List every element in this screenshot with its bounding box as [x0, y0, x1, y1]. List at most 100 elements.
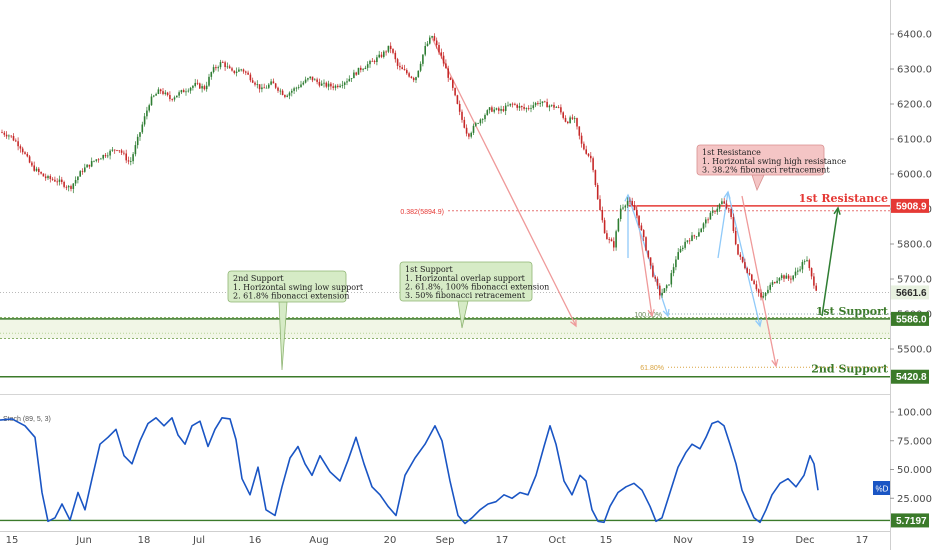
time-tick-label: Jun	[75, 535, 92, 546]
time-tick-label: Jul	[192, 535, 205, 546]
candle-body	[173, 97, 176, 100]
candle-body	[481, 119, 484, 120]
candle-body	[77, 176, 79, 181]
time-tick-label: Aug	[309, 535, 329, 546]
resistance-price-badge-text: 5908.9	[896, 201, 927, 212]
candle-body	[544, 101, 546, 103]
candle-body	[295, 87, 298, 89]
price-tick-label: 6200.0	[897, 100, 932, 111]
candle-body	[716, 208, 719, 212]
candle-body	[84, 167, 86, 172]
resistance-note-line: 1. Horizontal swing high resistance	[702, 157, 846, 166]
candle-body	[808, 260, 811, 269]
stoch-tick-label: 100.0000	[897, 408, 932, 419]
candle-body	[268, 84, 270, 88]
candle-body	[778, 278, 781, 281]
candle-body	[454, 87, 456, 96]
candle-body	[615, 231, 617, 248]
candle-body	[178, 92, 180, 96]
candle-body	[672, 267, 675, 274]
candle-body	[475, 123, 477, 126]
candle-body	[762, 296, 765, 298]
candle-body	[578, 126, 581, 136]
candle-body	[608, 239, 610, 240]
candle-body	[438, 45, 440, 53]
candle-body	[134, 145, 137, 155]
candle-body	[442, 55, 445, 64]
time-tick-label: 20	[384, 535, 397, 546]
candle-body	[785, 275, 788, 279]
candle-body	[258, 84, 261, 90]
candle-body	[601, 210, 604, 221]
support-1-label: 1st Support	[816, 305, 889, 318]
candle-body	[86, 164, 88, 168]
price-tick-label: 5800.0	[897, 240, 932, 251]
stoch-panel[interactable]	[0, 396, 890, 530]
candle-body	[640, 225, 643, 231]
candle-body	[224, 62, 226, 68]
candle-body	[17, 141, 19, 147]
candle-body	[564, 117, 567, 122]
candle-body	[504, 105, 507, 111]
candle-body	[247, 72, 249, 75]
candle-body	[541, 101, 544, 104]
candle-body	[185, 91, 187, 93]
candle-body	[235, 71, 238, 73]
candle-body	[619, 208, 622, 220]
candle-body	[585, 149, 587, 154]
candlestick-series[interactable]	[1, 33, 817, 301]
candle-body	[148, 105, 150, 111]
candle-body	[139, 132, 141, 137]
candle-body	[302, 82, 305, 85]
candle-body	[297, 87, 300, 88]
candle-body	[787, 275, 790, 279]
candle-body	[649, 257, 652, 266]
ext-arrow-2b-head	[755, 319, 763, 328]
support-2-label: 2nd Support	[811, 363, 889, 376]
candle-body	[732, 216, 735, 232]
time-tick-label: Oct	[548, 535, 565, 546]
candle-body	[159, 89, 162, 92]
candle-body	[171, 99, 173, 100]
candle-body	[518, 106, 521, 108]
candle-body	[389, 45, 392, 49]
resistance-note-box	[696, 144, 825, 176]
candle-body	[222, 62, 224, 63]
candle-body	[417, 70, 420, 78]
candle-body	[217, 67, 219, 69]
candle-body	[695, 236, 698, 238]
candle-body	[555, 107, 558, 108]
support-zone-band	[0, 317, 890, 339]
candle-body	[539, 103, 541, 104]
stoch-badge: %D	[876, 485, 889, 494]
candle-body	[431, 36, 433, 38]
stoch-badge-bg	[873, 481, 890, 495]
candle-body	[274, 83, 277, 88]
last-price-badge-text: 5661.6	[896, 288, 927, 299]
candle-body	[33, 165, 35, 171]
resistance-label: 1st Resistance	[799, 192, 888, 205]
candle-body	[521, 106, 523, 108]
candle-body	[495, 108, 498, 110]
candle-body	[734, 231, 737, 245]
candle-body	[654, 276, 656, 279]
price-tick-label: 6100.0	[897, 135, 932, 146]
candle-body	[373, 60, 376, 62]
candle-body	[88, 164, 91, 167]
candle-body	[794, 271, 797, 276]
candle-body	[116, 150, 118, 151]
candle-body	[376, 57, 378, 62]
candle-body	[670, 273, 673, 285]
candle-body	[548, 105, 551, 108]
candle-body	[527, 108, 530, 109]
candle-body	[557, 107, 560, 108]
candle-body	[8, 135, 10, 137]
stoch-tick-label: 75.0000	[897, 436, 932, 447]
candle-body	[502, 109, 505, 111]
stoch-indicator-label: Stoch (89, 5, 3)	[3, 416, 51, 423]
candle-body	[810, 268, 813, 277]
candle-body	[410, 76, 413, 78]
candle-body	[723, 201, 725, 204]
